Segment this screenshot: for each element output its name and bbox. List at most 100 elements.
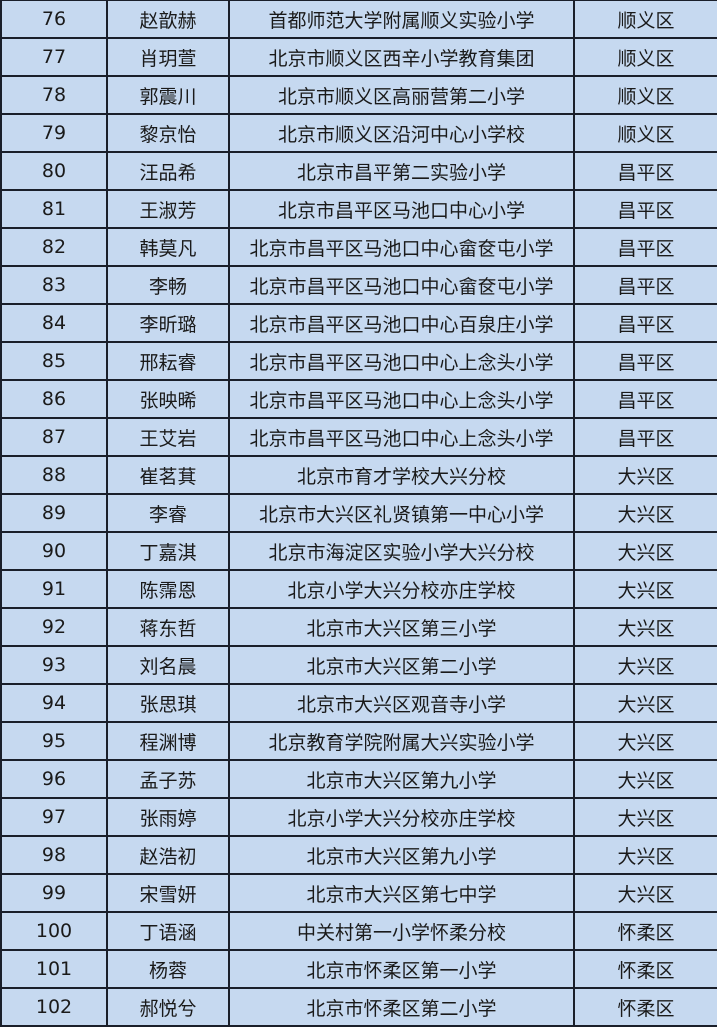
table-row: 101 杨蓉 北京市怀柔区第一小学 怀柔区: [0, 949, 717, 989]
row-number-cell: 81: [0, 189, 108, 229]
row-number-cell: 78: [0, 75, 108, 115]
district-cell: 大兴区: [573, 455, 717, 495]
school-cell: 北京市昌平区马池口中心上念头小学: [228, 379, 575, 419]
table-row: 84 李昕璐 北京市昌平区马池口中心百泉庄小学 昌平区: [0, 303, 717, 343]
table-row: 76 赵歆赫 首都师范大学附属顺义实验小学 顺义区: [0, 0, 717, 39]
table-row: 100 丁语涵 中关村第一小学怀柔分校 怀柔区: [0, 911, 717, 951]
table-row: 85 邢耘睿 北京市昌平区马池口中心上念头小学 昌平区: [0, 341, 717, 381]
table-row: 78 郭震川 北京市顺义区高丽营第二小学 顺义区: [0, 75, 717, 115]
district-cell: 大兴区: [573, 873, 717, 913]
school-cell: 北京市育才学校大兴分校: [228, 455, 575, 495]
row-number-cell: 87: [0, 417, 108, 457]
student-name-cell: 宋雪妍: [106, 873, 230, 913]
district-cell: 大兴区: [573, 493, 717, 533]
student-name-cell: 赵浩初: [106, 835, 230, 875]
student-name-cell: 蒋东哲: [106, 607, 230, 647]
student-name-cell: 丁语涵: [106, 911, 230, 951]
district-cell: 大兴区: [573, 683, 717, 723]
row-number-cell: 102: [0, 987, 108, 1027]
student-name-cell: 李昕璐: [106, 303, 230, 343]
district-cell: 大兴区: [573, 797, 717, 837]
school-cell: 北京市昌平区马池口中心上念头小学: [228, 341, 575, 381]
district-cell: 大兴区: [573, 531, 717, 571]
table-row: 82 韩莫凡 北京市昌平区马池口中心畲奁屯小学 昌平区: [0, 227, 717, 267]
district-cell: 昌平区: [573, 189, 717, 229]
student-name-cell: 李畅: [106, 265, 230, 305]
district-cell: 大兴区: [573, 759, 717, 799]
school-cell: 北京市顺义区沿河中心小学校: [228, 113, 575, 153]
school-cell: 北京市昌平区马池口中心畲奁屯小学: [228, 227, 575, 267]
table-row: 98 赵浩初 北京市大兴区第九小学 大兴区: [0, 835, 717, 875]
student-name-cell: 李睿: [106, 493, 230, 533]
student-name-cell: 丁嘉淇: [106, 531, 230, 571]
district-cell: 大兴区: [573, 835, 717, 875]
district-cell: 昌平区: [573, 341, 717, 381]
table-row: 91 陈霈恩 北京小学大兴分校亦庄学校 大兴区: [0, 569, 717, 609]
student-name-cell: 张映晞: [106, 379, 230, 419]
row-number-cell: 83: [0, 265, 108, 305]
row-number-cell: 93: [0, 645, 108, 685]
school-cell: 北京教育学院附属大兴实验小学: [228, 721, 575, 761]
table-row: 102 郝悦兮 北京市怀柔区第二小学 怀柔区: [0, 987, 717, 1027]
student-name-cell: 肖玥萱: [106, 37, 230, 77]
student-name-cell: 郝悦兮: [106, 987, 230, 1027]
student-name-cell: 汪品希: [106, 151, 230, 191]
table-row: 79 黎京怡 北京市顺义区沿河中心小学校 顺义区: [0, 113, 717, 153]
school-cell: 北京市昌平区马池口中心畲奁屯小学: [228, 265, 575, 305]
district-cell: 怀柔区: [573, 987, 717, 1027]
table-row: 89 李睿 北京市大兴区礼贤镇第一中心小学 大兴区: [0, 493, 717, 533]
table-row: 97 张雨婷 北京小学大兴分校亦庄学校 大兴区: [0, 797, 717, 837]
school-cell: 北京市昌平区马池口中心百泉庄小学: [228, 303, 575, 343]
row-number-cell: 80: [0, 151, 108, 191]
row-number-cell: 90: [0, 531, 108, 571]
school-cell: 北京市大兴区第七中学: [228, 873, 575, 913]
district-cell: 顺义区: [573, 37, 717, 77]
school-cell: 北京市大兴区第九小学: [228, 835, 575, 875]
student-name-cell: 程渊博: [106, 721, 230, 761]
district-cell: 大兴区: [573, 721, 717, 761]
school-cell: 北京市大兴区礼贤镇第一中心小学: [228, 493, 575, 533]
table-row: 83 李畅 北京市昌平区马池口中心畲奁屯小学 昌平区: [0, 265, 717, 305]
row-number-cell: 99: [0, 873, 108, 913]
district-cell: 顺义区: [573, 75, 717, 115]
student-name-cell: 孟子苏: [106, 759, 230, 799]
table-row: 93 刘名晨 北京市大兴区第二小学 大兴区: [0, 645, 717, 685]
school-cell: 北京小学大兴分校亦庄学校: [228, 797, 575, 837]
district-cell: 昌平区: [573, 379, 717, 419]
table-row: 81 王淑芳 北京市昌平区马池口中心小学 昌平区: [0, 189, 717, 229]
student-name-cell: 黎京怡: [106, 113, 230, 153]
district-cell: 昌平区: [573, 303, 717, 343]
table-row: 77 肖玥萱 北京市顺义区西辛小学教育集团 顺义区: [0, 37, 717, 77]
table-row: 94 张思琪 北京市大兴区观音寺小学 大兴区: [0, 683, 717, 723]
school-cell: 北京市昌平区马池口中心小学: [228, 189, 575, 229]
district-cell: 昌平区: [573, 151, 717, 191]
student-name-cell: 杨蓉: [106, 949, 230, 989]
row-number-cell: 88: [0, 455, 108, 495]
school-cell: 北京市大兴区第九小学: [228, 759, 575, 799]
district-cell: 顺义区: [573, 0, 717, 39]
row-number-cell: 85: [0, 341, 108, 381]
district-cell: 怀柔区: [573, 949, 717, 989]
school-cell: 北京市怀柔区第二小学: [228, 987, 575, 1027]
student-name-cell: 郭震川: [106, 75, 230, 115]
table-row: 95 程渊博 北京教育学院附属大兴实验小学 大兴区: [0, 721, 717, 761]
row-number-cell: 82: [0, 227, 108, 267]
student-name-cell: 崔茗萁: [106, 455, 230, 495]
row-number-cell: 76: [0, 0, 108, 39]
row-number-cell: 91: [0, 569, 108, 609]
district-cell: 大兴区: [573, 607, 717, 647]
district-cell: 大兴区: [573, 645, 717, 685]
school-cell: 北京市昌平第二实验小学: [228, 151, 575, 191]
row-number-cell: 86: [0, 379, 108, 419]
row-number-cell: 89: [0, 493, 108, 533]
school-cell: 北京小学大兴分校亦庄学校: [228, 569, 575, 609]
school-cell: 北京市大兴区第三小学: [228, 607, 575, 647]
table-row: 90 丁嘉淇 北京市海淀区实验小学大兴分校 大兴区: [0, 531, 717, 571]
district-cell: 昌平区: [573, 417, 717, 457]
row-number-cell: 98: [0, 835, 108, 875]
table-row: 80 汪品希 北京市昌平第二实验小学 昌平区: [0, 151, 717, 191]
school-cell: 北京市海淀区实验小学大兴分校: [228, 531, 575, 571]
school-cell: 北京市顺义区西辛小学教育集团: [228, 37, 575, 77]
student-name-cell: 刘名晨: [106, 645, 230, 685]
